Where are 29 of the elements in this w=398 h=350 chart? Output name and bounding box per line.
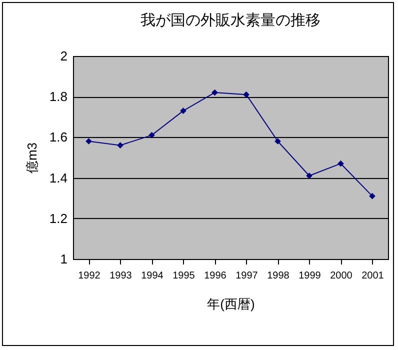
x-tick-label: 1992 bbox=[78, 270, 101, 282]
y-tick-label: 2 bbox=[60, 48, 68, 64]
point bbox=[274, 138, 281, 144]
y-tick-label: 1.2 bbox=[49, 210, 68, 226]
point bbox=[212, 89, 218, 96]
y-tick-label: 1.8 bbox=[49, 89, 68, 104]
chart-title: 我が国の外販水素量の推移 bbox=[140, 12, 320, 29]
x-tick-label: 1994 bbox=[141, 270, 164, 282]
point bbox=[338, 160, 344, 167]
y-tick-label: 1.6 bbox=[49, 130, 68, 145]
point bbox=[86, 138, 92, 144]
point bbox=[180, 108, 186, 114]
x-tick-label: 1998 bbox=[267, 270, 290, 282]
y-axis-title: 億m3 bbox=[24, 142, 40, 174]
y-tick-label: 1.4 bbox=[49, 170, 68, 186]
x-tick-label: 1996 bbox=[204, 270, 227, 282]
x-tick-label: 1997 bbox=[236, 270, 258, 282]
point bbox=[243, 91, 250, 98]
point bbox=[306, 172, 312, 179]
point bbox=[148, 132, 155, 138]
x-tick-label: 1993 bbox=[110, 270, 132, 282]
x-tick-label: 2000 bbox=[330, 270, 353, 282]
x-tick-label: 2001 bbox=[362, 270, 384, 282]
point bbox=[117, 142, 124, 148]
x-axis-title: 年(西暦) bbox=[207, 296, 255, 312]
x-tick-label: 1995 bbox=[172, 270, 196, 282]
x-tick-label: 1999 bbox=[298, 270, 322, 282]
point bbox=[369, 192, 376, 200]
y-tick-label: 1 bbox=[60, 252, 68, 266]
